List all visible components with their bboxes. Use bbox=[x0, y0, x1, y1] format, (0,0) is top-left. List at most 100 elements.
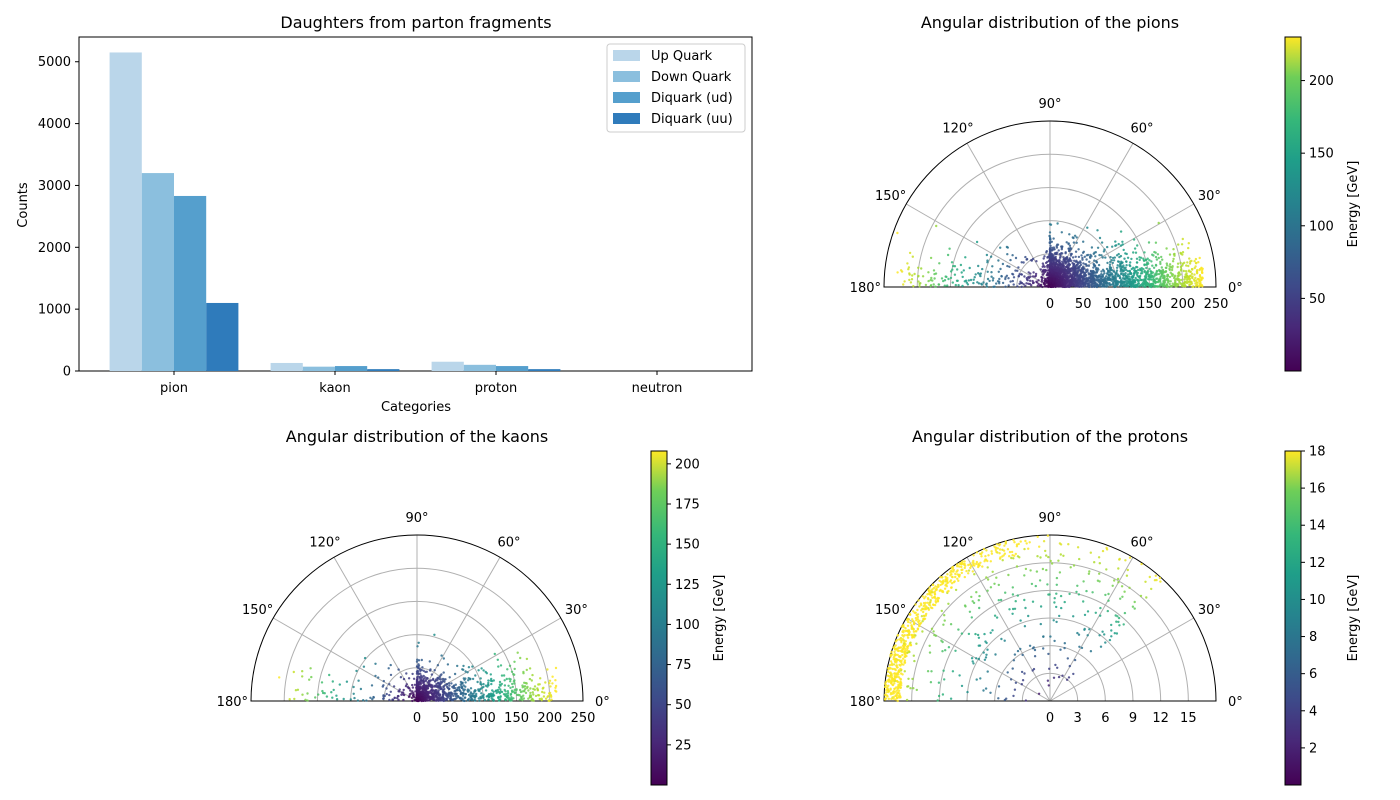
scatter-point bbox=[1086, 610, 1090, 613]
scatter-point bbox=[1116, 264, 1119, 267]
scatter-point bbox=[1077, 248, 1080, 251]
scatter-point bbox=[936, 600, 940, 603]
scatter-point bbox=[1075, 259, 1078, 262]
scatter-point bbox=[960, 271, 963, 274]
scatter-point bbox=[402, 698, 405, 702]
scatter-point bbox=[412, 677, 416, 680]
scatter-point bbox=[1164, 266, 1168, 269]
scatter-point bbox=[1136, 271, 1140, 275]
scatter-point bbox=[1195, 262, 1198, 265]
scatter-point bbox=[502, 674, 506, 677]
scatter-point bbox=[892, 646, 895, 649]
scatter-point bbox=[1132, 238, 1136, 241]
scatter-point bbox=[1146, 257, 1149, 260]
scatter-point bbox=[1137, 275, 1140, 279]
scatter-point bbox=[911, 677, 914, 681]
scatter-point bbox=[433, 685, 436, 688]
scatter-point bbox=[511, 685, 514, 689]
scatter-point bbox=[544, 681, 547, 684]
scatter-point bbox=[1195, 279, 1198, 282]
scatter-point bbox=[1182, 269, 1186, 273]
scatter-point bbox=[332, 688, 335, 692]
scatter-point bbox=[1100, 275, 1103, 278]
scatter-point bbox=[997, 697, 1000, 700]
scatter-point bbox=[1063, 285, 1066, 288]
scatter-point bbox=[1052, 676, 1056, 679]
scatter-point bbox=[462, 664, 465, 668]
scatter-point bbox=[477, 669, 480, 672]
scatter-point bbox=[1044, 549, 1047, 553]
scatter-point bbox=[1050, 562, 1054, 565]
scatter-point bbox=[908, 650, 911, 654]
scatter-point bbox=[960, 565, 963, 569]
scatter-point bbox=[1076, 584, 1079, 587]
scatter-point bbox=[540, 698, 543, 702]
scatter-point bbox=[1177, 272, 1180, 275]
scatter-point bbox=[1140, 272, 1144, 275]
scatter-point bbox=[417, 641, 420, 644]
scatter-point bbox=[444, 692, 447, 695]
scatter-point bbox=[1098, 634, 1101, 637]
scatter-point bbox=[1082, 265, 1085, 268]
scatter-point bbox=[1197, 261, 1200, 264]
scatter-point bbox=[957, 579, 960, 582]
scatter-point bbox=[1012, 538, 1015, 542]
scatter-point bbox=[986, 277, 990, 281]
scatter-point bbox=[1116, 577, 1120, 581]
scatter-point bbox=[469, 687, 473, 690]
scatter-point bbox=[1011, 554, 1014, 557]
scatter-point bbox=[1128, 270, 1132, 273]
scatter-point bbox=[440, 654, 443, 657]
scatter-point bbox=[416, 694, 419, 698]
scatter-point bbox=[1020, 273, 1023, 276]
scatter-point bbox=[949, 580, 952, 583]
scatter-point bbox=[1029, 569, 1032, 572]
scatter-point bbox=[1119, 597, 1122, 600]
scatter-point bbox=[397, 668, 400, 671]
scatter-point bbox=[1049, 244, 1052, 247]
scatter-point bbox=[1048, 275, 1052, 278]
scatter-point bbox=[1087, 264, 1091, 267]
scatter-point bbox=[889, 654, 893, 657]
theta-tick-label: 90° bbox=[1038, 97, 1061, 112]
scatter-point bbox=[1184, 270, 1188, 273]
scatter-point bbox=[491, 692, 495, 696]
scatter-point bbox=[426, 684, 429, 687]
scatter-point bbox=[1068, 249, 1071, 253]
scatter-point bbox=[933, 277, 936, 280]
scatter-point bbox=[467, 693, 471, 697]
scatter-point bbox=[1025, 542, 1028, 545]
scatter-point bbox=[968, 266, 971, 270]
scatter-point bbox=[499, 664, 503, 667]
scatter-point bbox=[416, 666, 420, 669]
scatter-point bbox=[1008, 550, 1012, 554]
scatter-point bbox=[943, 587, 947, 590]
scatter-point bbox=[1023, 672, 1026, 675]
scatter-point bbox=[1027, 614, 1030, 618]
scatter-point bbox=[1006, 253, 1009, 256]
scatter-point bbox=[1096, 276, 1099, 280]
scatter-point bbox=[355, 669, 358, 673]
scatter-point bbox=[415, 672, 419, 675]
scatter-point bbox=[909, 281, 913, 284]
scatter-point bbox=[1048, 235, 1051, 238]
scatter-point bbox=[460, 682, 464, 685]
scatter-point bbox=[1023, 275, 1026, 278]
scatter-point bbox=[1183, 261, 1186, 264]
scatter-point bbox=[1055, 576, 1059, 580]
scatter-point bbox=[1147, 241, 1151, 244]
scatter-point bbox=[982, 281, 985, 284]
scatter-point bbox=[1049, 279, 1053, 283]
scatter-point bbox=[448, 684, 451, 687]
scatter-point bbox=[939, 576, 942, 579]
scatter-point bbox=[973, 573, 976, 576]
scatter-point bbox=[1046, 255, 1049, 259]
scatter-point bbox=[480, 692, 483, 695]
scatter-point bbox=[438, 683, 442, 686]
scatter-point bbox=[901, 653, 904, 657]
scatter-point bbox=[1032, 271, 1035, 274]
scatter-point bbox=[1154, 241, 1158, 244]
scatter-point bbox=[939, 583, 942, 587]
bar bbox=[206, 302, 239, 371]
scatter-point bbox=[1079, 276, 1082, 279]
